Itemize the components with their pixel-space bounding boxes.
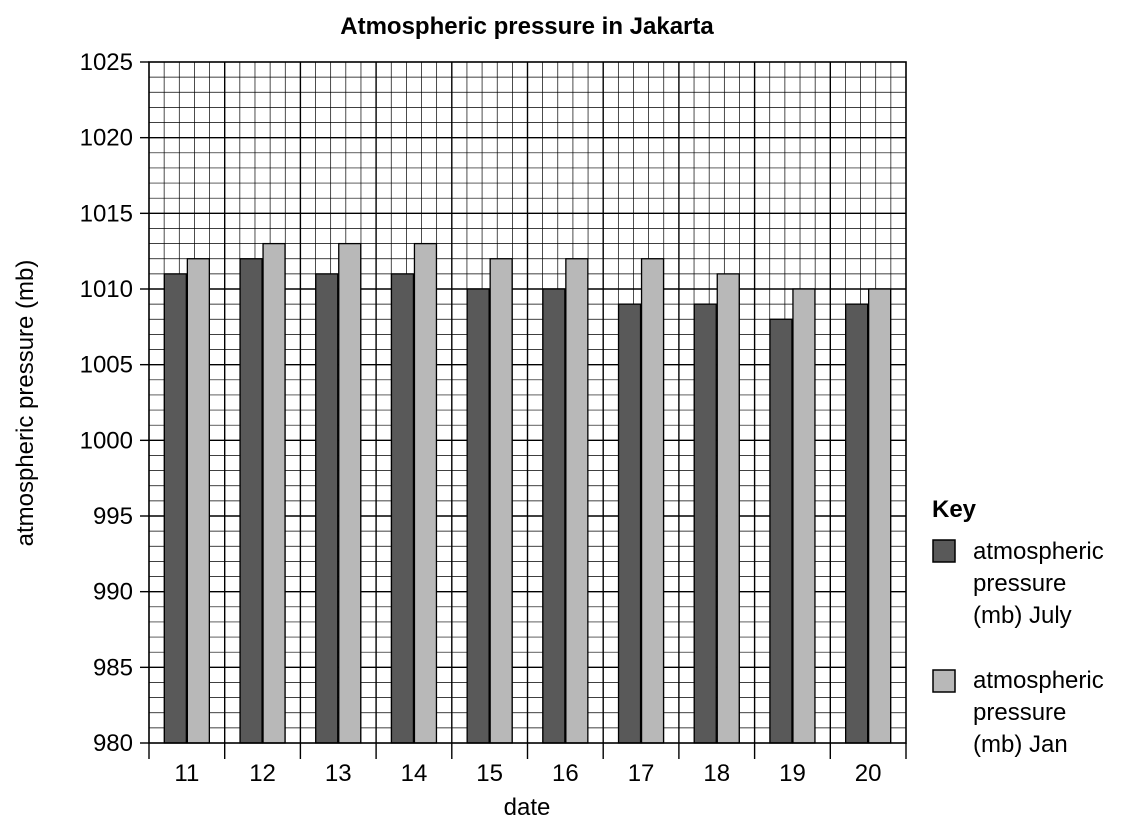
bar-july-18 xyxy=(693,303,717,744)
y-tick-label: 1020 xyxy=(80,125,133,152)
x-tick-label: 17 xyxy=(628,760,655,787)
bar-july-14 xyxy=(390,273,415,744)
legend-label-jan: atmospheric pressure (mb) Jan xyxy=(973,667,1110,758)
y-tick-label: 990 xyxy=(93,579,133,606)
bar-jan-19 xyxy=(792,288,816,744)
y-tick-label: 1025 xyxy=(80,49,133,76)
x-tick-label: 14 xyxy=(401,760,428,787)
chart-title: Atmospheric pressure in Jakarta xyxy=(340,13,714,40)
legend-title: Key xyxy=(932,496,977,523)
bar-jan-13 xyxy=(338,242,362,744)
x-axis-label: date xyxy=(504,794,551,821)
bar-jan-12 xyxy=(262,242,286,744)
bar-july-13 xyxy=(315,273,339,744)
bar-july-16 xyxy=(542,288,566,744)
legend-swatch-july xyxy=(932,539,956,563)
x-tick-label: 18 xyxy=(703,760,730,787)
y-axis-label: atmospheric pressure (mb) xyxy=(12,260,39,547)
legend-label-july: atmospheric pressure (mb) July xyxy=(973,538,1110,629)
legend-swatch-jan xyxy=(932,669,956,693)
y-tick-label: 1005 xyxy=(80,352,133,379)
bar-july-20 xyxy=(845,303,869,744)
bar-jan-16 xyxy=(565,258,589,744)
y-tick-label: 980 xyxy=(93,730,133,757)
x-tick-label: 19 xyxy=(779,760,806,787)
axes: 980 985 990 995 1000 1005 1010 1015 1020 1025 11 12… xyxy=(80,49,907,787)
bar-july-12 xyxy=(239,258,263,744)
x-tick-label: 15 xyxy=(476,760,503,787)
bar-july-15 xyxy=(466,288,490,744)
bar-july-11 xyxy=(163,273,188,744)
y-tick-label: 995 xyxy=(93,503,133,530)
y-tick-label: 1015 xyxy=(80,200,133,227)
y-tick-label: 985 xyxy=(93,654,133,681)
x-tick-label: 12 xyxy=(249,760,276,787)
bar-july-17 xyxy=(617,303,642,744)
bar-jan-11 xyxy=(186,258,211,744)
bar-jan-17 xyxy=(640,258,665,744)
x-tick-label: 16 xyxy=(552,760,579,787)
bar-jan-14 xyxy=(413,242,438,744)
legend: Key atmospheric pressure (mb) July atmos… xyxy=(932,496,1110,758)
y-tick-label: 1010 xyxy=(80,276,133,303)
bar-jan-20 xyxy=(868,288,892,744)
bar-jan-15 xyxy=(489,258,513,744)
bar-july-19 xyxy=(769,318,793,744)
x-tick-label: 20 xyxy=(855,760,882,787)
x-tick-label: 13 xyxy=(325,760,352,787)
x-tick-label: 11 xyxy=(174,760,199,787)
bar-jan-18 xyxy=(716,273,740,744)
y-tick-label: 1000 xyxy=(80,427,133,454)
